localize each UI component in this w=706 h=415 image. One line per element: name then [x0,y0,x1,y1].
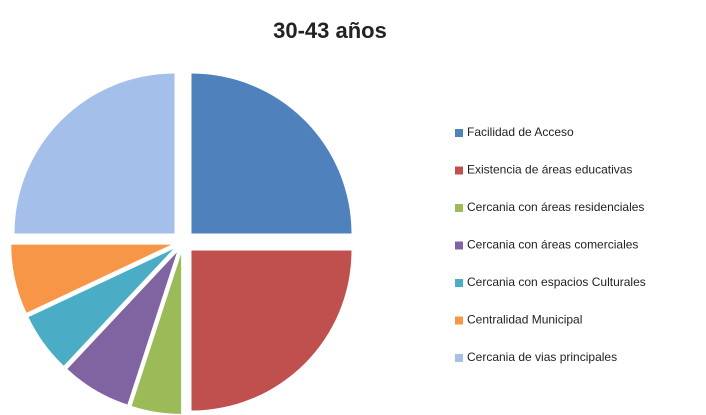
legend-label: Cercania con áreas residenciales [467,200,644,214]
legend-label: Cercania de vias principales [467,350,617,364]
legend-swatch [455,204,463,212]
legend-label: Cercania con áreas comerciales [467,238,638,252]
pie-slice [191,73,352,234]
legend-swatch [455,129,463,137]
pie-slice [131,253,182,414]
legend-label: Cercania con espacios Culturales [467,275,646,289]
pie-slice [67,252,177,405]
legend-swatch [455,316,463,325]
legend-swatch [455,279,463,287]
chart-title: 30-43 años [273,18,387,43]
pie-slice [28,249,174,366]
legend-swatch [455,354,463,362]
legend-swatch [455,241,463,250]
legend-swatch [455,166,463,175]
legend-label: Existencia de áreas educativas [467,163,632,177]
pie-slice [191,250,352,411]
legend-label: Facilidad de Acceso [467,125,574,139]
pie-slice [11,244,172,313]
legend-label: Centralidad Municipal [467,313,582,327]
pie-slice [14,73,175,234]
